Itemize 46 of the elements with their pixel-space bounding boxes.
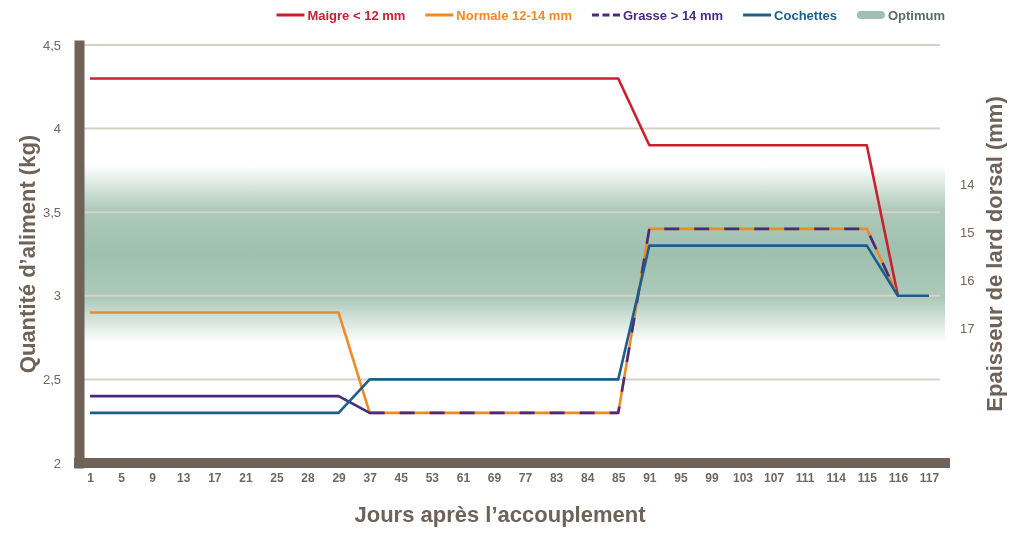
x-tick-label: 21 xyxy=(239,470,253,485)
legend-label: Grasse > 14 mm xyxy=(622,7,724,23)
x-tick-label: 13 xyxy=(177,470,191,485)
y2-tick-label: 15 xyxy=(960,225,975,241)
y-tick-label: 4,5 xyxy=(42,37,61,53)
x-tick-label: 84 xyxy=(581,470,595,485)
y2-axis-title: Epaisseur de lard dorsal (mm) xyxy=(982,96,1007,412)
x-tick-label: 116 xyxy=(888,470,909,485)
x-axis-title: Jours après l’accouplement xyxy=(354,502,647,527)
legend-label: Optimum xyxy=(887,7,945,23)
y-tick-label: 3,5 xyxy=(42,204,61,220)
x-tick-label: 91 xyxy=(643,470,657,485)
x-tick-label: 83 xyxy=(549,470,564,485)
y-axis-title: Quantité d’aliment (kg) xyxy=(15,134,40,374)
x-tick-label: 28 xyxy=(301,470,316,485)
x-tick-label: 37 xyxy=(363,470,378,485)
legend-label: Maigre < 12 mm xyxy=(307,7,406,23)
x-tick-label: 69 xyxy=(487,470,502,485)
x-tick-label: 45 xyxy=(394,470,409,485)
x-tick-label: 117 xyxy=(919,470,940,485)
x-tick-label: 9 xyxy=(149,470,157,485)
x-tick-label: 111 xyxy=(795,470,815,485)
x-tick-label: 61 xyxy=(456,470,471,485)
y2-tick-label: 14 xyxy=(960,176,975,192)
y-tick-label: 2,5 xyxy=(42,372,61,388)
y-tick-label: 2 xyxy=(53,455,61,471)
x-tick-label: 115 xyxy=(857,470,878,485)
x-tick-label: 114 xyxy=(826,470,847,485)
x-tick-label: 77 xyxy=(518,470,533,485)
x-tick-label: 107 xyxy=(764,470,785,485)
legend-label: Normale 12-14 mm xyxy=(456,7,572,23)
y-tick-label: 4 xyxy=(53,121,61,137)
x-tick-label: 29 xyxy=(332,470,347,485)
y2-tick-label: 16 xyxy=(960,273,975,289)
legend-label: Cochettes xyxy=(774,7,837,23)
x-tick-label: 95 xyxy=(674,470,688,485)
x-tick-label: 99 xyxy=(705,470,719,485)
x-tick-label: 5 xyxy=(118,470,126,485)
y-tick-label: 3 xyxy=(53,288,61,304)
x-tick-label: 85 xyxy=(612,470,626,485)
x-tick-label: 1 xyxy=(87,470,95,485)
x-tick-label: 53 xyxy=(425,470,440,485)
x-tick-label: 103 xyxy=(733,470,754,485)
x-tick-label: 17 xyxy=(208,470,222,485)
x-tick-label: 25 xyxy=(270,470,284,485)
y2-tick-label: 17 xyxy=(960,321,975,337)
